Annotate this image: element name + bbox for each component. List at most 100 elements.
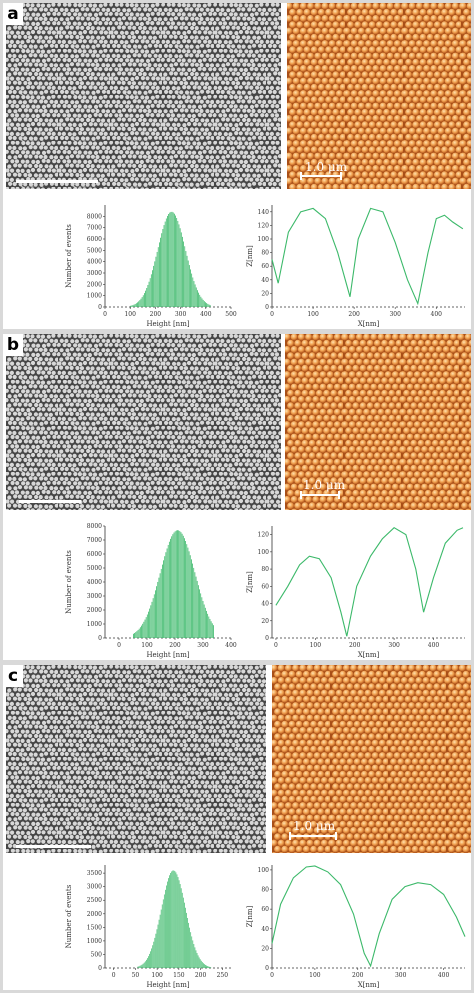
y-tick-label: 8000 <box>87 213 102 220</box>
histogram-bar <box>188 551 190 638</box>
x-tick-label: 200 <box>169 642 181 649</box>
histogram-bar <box>197 955 199 968</box>
y-tick-label: 5000 <box>87 247 102 254</box>
histogram-bar <box>142 295 144 307</box>
histogram-bar <box>133 304 135 307</box>
histogram-bar <box>135 303 137 307</box>
histogram-bar <box>149 608 151 638</box>
x-tick-label: 150 <box>173 972 185 979</box>
histogram-bar <box>160 237 161 307</box>
histogram-bar <box>156 929 158 968</box>
histogram-bar <box>206 965 207 968</box>
histogram-bar <box>208 966 209 968</box>
y-tick-label: 0 <box>265 965 269 972</box>
histogram-bar <box>155 256 157 307</box>
histogram-bar <box>179 884 181 968</box>
histogram-bar <box>191 559 192 638</box>
histogram-bar <box>200 960 202 968</box>
histogram-bar <box>144 961 146 968</box>
histogram-bar <box>185 251 187 307</box>
histogram-bar <box>197 290 198 307</box>
histogram-bar <box>155 933 157 968</box>
histogram-bar <box>173 870 175 968</box>
histogram-bar <box>157 924 159 968</box>
histogram-bar <box>149 278 151 307</box>
histogram-bar <box>148 281 150 307</box>
histogram-bar <box>171 536 173 638</box>
histogram-bar <box>143 962 145 968</box>
histogram-bar <box>183 241 184 307</box>
histogram-bar <box>167 544 169 638</box>
y-tick-label: 5000 <box>87 565 102 572</box>
y-tick-label: 20 <box>261 618 269 625</box>
y-tick-label: 2000 <box>87 911 102 918</box>
histogram-bar <box>210 967 212 968</box>
histogram-bar <box>165 218 167 307</box>
afm-scale-bar-tick <box>338 491 340 499</box>
histogram-bar <box>200 593 202 638</box>
histogram-bar <box>208 616 210 638</box>
histogram-bar <box>175 530 177 638</box>
histogram-bar <box>141 625 142 638</box>
histogram-bar <box>178 880 180 968</box>
x-tick-label: 400 <box>200 311 212 318</box>
histogram-bar <box>149 953 150 968</box>
histogram-bar <box>147 958 148 968</box>
histogram-bar <box>164 556 166 638</box>
histogram-bar <box>152 598 154 638</box>
y-tick-label: 3000 <box>87 884 102 891</box>
histogram-bar <box>188 922 189 968</box>
histogram-bar <box>172 212 174 307</box>
y-tick-label: 1500 <box>87 924 102 931</box>
histogram-bar <box>162 564 163 638</box>
y-tick-label: 2000 <box>87 607 102 614</box>
y-tick-label: 4000 <box>87 259 102 266</box>
histogram-bar <box>145 290 146 307</box>
afm-scale-bar-tick <box>289 832 291 840</box>
histogram-bar <box>194 572 196 638</box>
histogram-bar <box>152 270 153 307</box>
histogram-bar <box>184 538 185 638</box>
histogram-bar <box>157 247 159 307</box>
y-tick-label: 0 <box>265 304 269 311</box>
histogram-bar <box>209 304 211 307</box>
y-tick-label: 20 <box>261 945 269 952</box>
histogram-bar <box>154 261 156 307</box>
histogram-bar <box>185 907 186 968</box>
panel-b: b 1.0 μm 0 100 200 300 400 0 1000 2000 3000 4000 5… <box>3 334 471 660</box>
y-tick-label: 8000 <box>87 523 102 530</box>
histogram-bar <box>191 936 193 968</box>
y-tick-label: 100 <box>258 236 270 243</box>
histogram-bar <box>137 302 138 307</box>
histogram-bar <box>186 544 188 638</box>
afm-scale-bar-tick <box>335 832 337 840</box>
x-axis-label: Height [nm] <box>146 981 189 989</box>
histogram-bar <box>161 904 163 968</box>
histogram-bar <box>148 956 149 968</box>
histogram-bar <box>168 541 170 638</box>
x-tick-label: 200 <box>348 311 360 318</box>
histogram-bar <box>151 601 153 638</box>
y-tick-label: 1000 <box>87 621 102 628</box>
sem-image <box>6 334 281 510</box>
histogram-bar <box>138 966 140 968</box>
x-tick-label: 50 <box>132 972 140 979</box>
panel-label: b <box>3 334 23 356</box>
histogram-bar <box>198 292 199 307</box>
histogram-bar <box>202 600 204 638</box>
histogram-bar <box>139 300 141 307</box>
histogram-bar <box>190 269 191 307</box>
x-axis-label: Height [nm] <box>146 320 189 328</box>
afm-scale-bar-tick <box>340 172 342 180</box>
y-tick-label: 1000 <box>87 938 102 945</box>
histogram-bar <box>211 623 213 638</box>
x-tick-label: 100 <box>124 311 136 318</box>
histogram-bar <box>157 581 159 638</box>
histogram-bar <box>144 293 145 307</box>
x-tick-label: 400 <box>428 642 440 649</box>
histogram-bar <box>134 303 136 307</box>
histogram-bar <box>180 888 182 968</box>
histogram-bar <box>132 305 134 307</box>
histogram-bar <box>182 535 184 638</box>
histogram-bar <box>156 251 158 307</box>
